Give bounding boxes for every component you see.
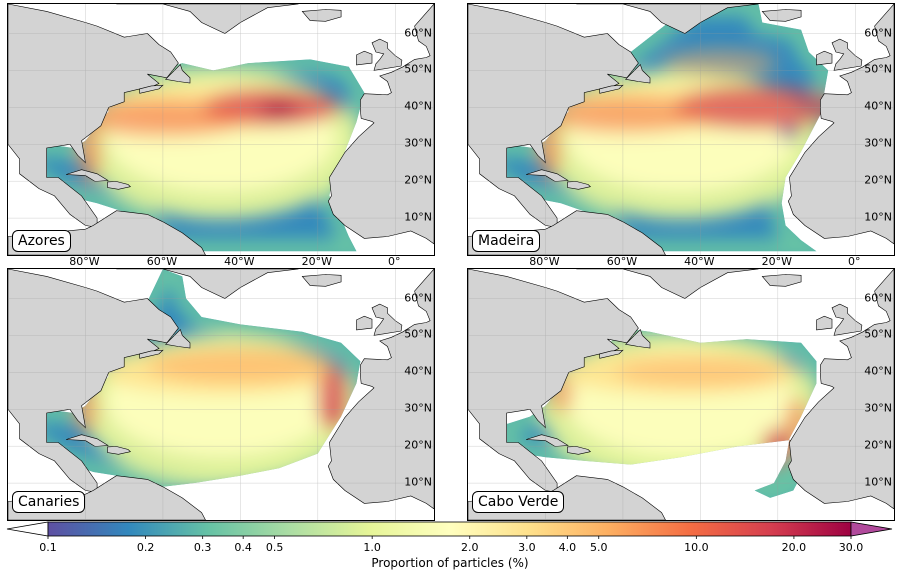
gridlines-caboverde [468,269,894,520]
colorbar [6,521,893,539]
lat-tick-label: 50°N [864,327,892,341]
lat-tick-label: 20°N [864,173,892,187]
map-panel-canaries: Canaries [7,268,435,521]
colorbar-tick-label: 10.0 [684,541,709,554]
lat-tick-label: 10°N [864,475,892,489]
lat-tick-label: 60°N [404,26,432,40]
lon-tick-label: 20°W [761,255,792,268]
lon-tick-label: 80°W [529,255,560,268]
map-canaries [8,269,434,520]
lat-tick-label: 40°N [864,99,892,113]
lat-tick-label: 30°N [404,136,432,150]
colorbar-tick-label: 0.2 [136,541,155,554]
lat-tick-label: 10°N [404,210,432,224]
lat-tick-label: 30°N [864,136,892,150]
lat-tick-label: 20°N [404,438,432,452]
colorbar-tick-label: 0.3 [193,541,212,554]
lon-tick-label: 0° [848,255,861,268]
land-madeira [468,4,894,255]
lat-tick-label: 60°N [404,291,432,305]
colorbar-tick-label: 4.0 [558,541,577,554]
lon-tick-label: 60°W [606,255,638,268]
lat-tick-label: 40°N [864,364,892,378]
lat-tick-label: 50°N [404,62,432,76]
lat-tick-label: 20°N [404,173,432,187]
panel-label-madeira: Madeira [472,230,541,252]
colorbar-title: Proportion of particles (%) [371,556,529,570]
colorbar-tick-label: 3.0 [518,541,536,554]
lat-tick-label: 40°N [404,364,432,378]
lat-tick-label: 60°N [864,291,892,305]
panel-label-azores: Azores [12,230,71,252]
lat-tick-label: 30°N [404,401,432,415]
lat-tick-label: 20°N [864,438,892,452]
lat-tick-label: 30°N [864,401,892,415]
gridlines-madeira [468,4,894,255]
colorbar-tick-label: 0.5 [265,541,284,554]
lon-tick-label: 60°W [146,255,178,268]
map-panel-madeira: Madeira [467,3,895,256]
gridlines-canaries [8,269,434,520]
lat-tick-label: 40°N [404,99,432,113]
colorbar-min-arrow [6,521,49,537]
lon-tick-label: 80°W [69,255,100,268]
colorbar-tick-label: 30.0 [838,541,864,554]
map-panel-caboverde: Cabo Verde [467,268,895,521]
lat-tick-label: 10°N [864,210,892,224]
lat-tick-label: 60°N [864,26,892,40]
colorbar-max-arrow [850,521,893,537]
lat-tick-label: 10°N [404,475,432,489]
lat-tick-label: 50°N [404,327,432,341]
map-panel-azores: Azores [7,3,435,256]
colorbar-tick-label: 20.0 [781,541,807,554]
colorbar-tick-label: 0.1 [39,541,57,554]
gridlines-azores [8,4,434,255]
colorbar-gradient [47,521,852,537]
colorbar-tick-marks [47,536,852,539]
lat-tick-label: 50°N [864,62,892,76]
colorbar-tick-label: 5.0 [589,541,608,554]
panel-label-caboverde: Cabo Verde [472,491,565,513]
map-madeira [468,4,894,255]
lon-tick-label: 40°W [224,255,255,268]
lon-tick-label: 40°W [684,255,715,268]
lon-tick-label: 20°W [301,255,332,268]
colorbar-tick-label: 0.4 [234,541,252,554]
map-caboverde [468,269,894,520]
colorbar-tick-label: 2.0 [461,541,479,554]
map-azores [8,4,434,255]
panel-label-canaries: Canaries [12,491,86,513]
lon-tick-label: 0° [388,255,401,268]
colorbar-tick-label: 1.0 [363,541,381,554]
